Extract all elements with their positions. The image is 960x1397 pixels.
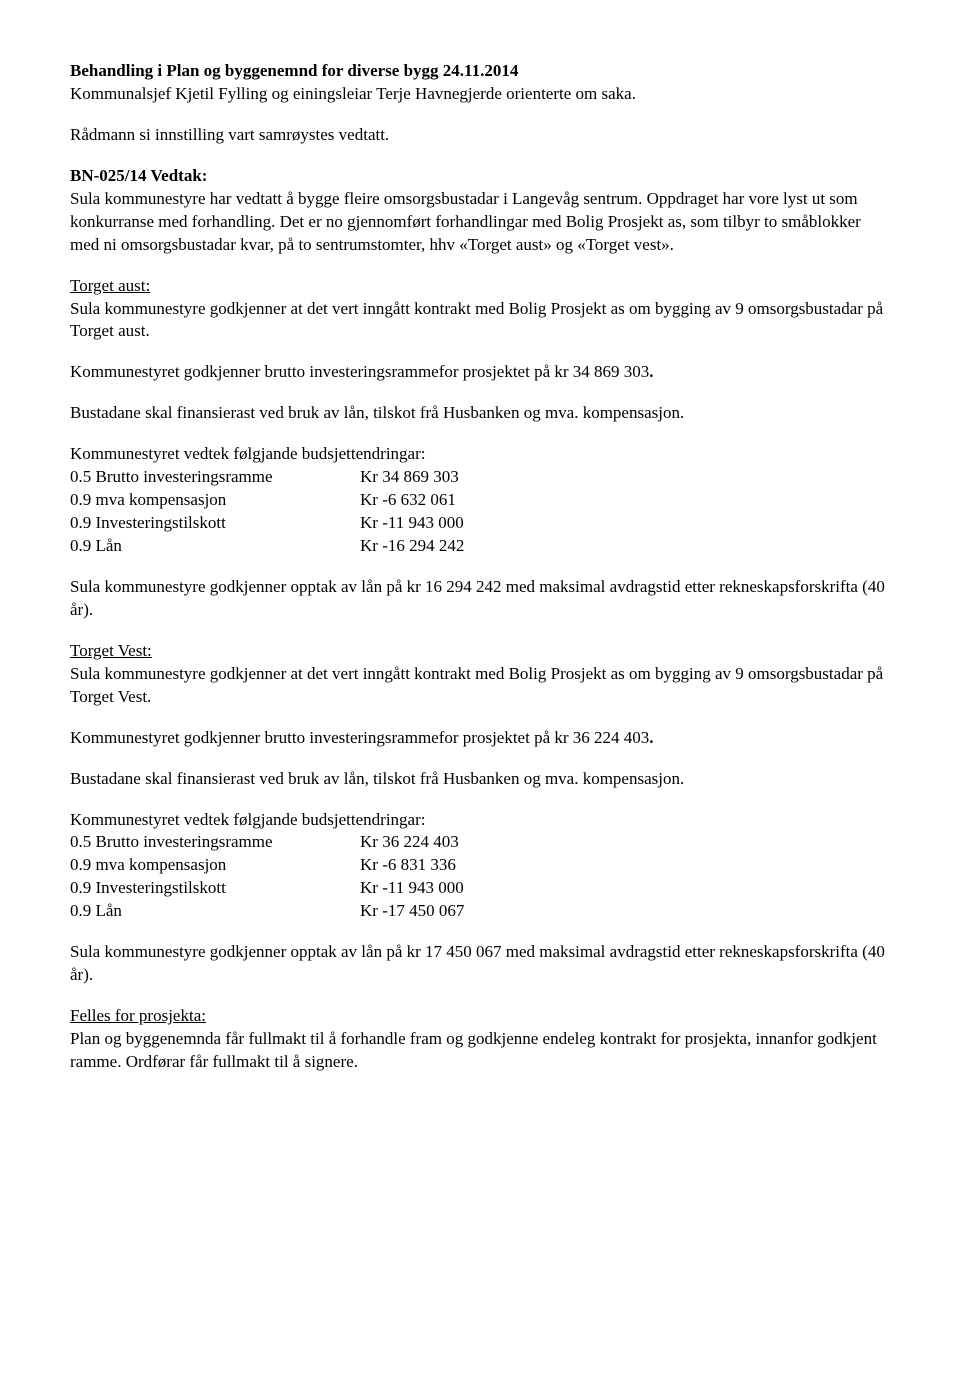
aust-title: Torget aust: (70, 276, 150, 295)
vest-table-title: Kommunestyret vedtek følgjande budsjette… (70, 809, 890, 832)
vest-title: Torget Vest: (70, 641, 152, 660)
row-label: 0.5 Brutto investeringsramme (70, 466, 360, 489)
row-label: 0.5 Brutto investeringsramme (70, 831, 360, 854)
row-value: Kr -17 450 067 (360, 900, 464, 923)
table-row: 0.5 Brutto investeringsramme Kr 36 224 4… (70, 831, 890, 854)
vest-p3: Bustadane skal finansierast ved bruk av … (70, 768, 890, 791)
vest-p2b: . (649, 728, 653, 747)
aust-budget-table: Kommunestyret vedtek følgjande budsjette… (70, 443, 890, 558)
intro-line-1: Kommunalsjef Kjetil Fylling og einingsle… (70, 84, 636, 103)
row-label: 0.9 Lån (70, 900, 360, 923)
felles-p1: Plan og byggenemnda får fullmakt til å f… (70, 1029, 877, 1071)
row-label: 0.9 Investeringstilskott (70, 512, 360, 535)
row-value: Kr 36 224 403 (360, 831, 459, 854)
row-value: Kr -11 943 000 (360, 877, 464, 900)
aust-table-title: Kommunestyret vedtek følgjande budsjette… (70, 443, 890, 466)
vedtak-body: Sula kommunestyre har vedtatt å bygge fl… (70, 189, 861, 254)
row-label: 0.9 Lån (70, 535, 360, 558)
table-row: 0.9 mva kompensasjon Kr -6 831 336 (70, 854, 890, 877)
table-row: 0.5 Brutto investeringsramme Kr 34 869 3… (70, 466, 890, 489)
vest-budget-table: Kommunestyret vedtek følgjande budsjette… (70, 809, 890, 924)
vest-p4: Sula kommunestyre godkjenner opptak av l… (70, 941, 890, 987)
page-heading: Behandling i Plan og byggenemnd for dive… (70, 61, 518, 80)
table-row: 0.9 Investeringstilskott Kr -11 943 000 (70, 512, 890, 535)
aust-p2b: . (649, 362, 653, 381)
intro-line-2: Rådmann si innstilling vart samrøystes v… (70, 124, 890, 147)
table-row: 0.9 Lån Kr -16 294 242 (70, 535, 890, 558)
row-value: Kr 34 869 303 (360, 466, 459, 489)
aust-p1: Sula kommunestyre godkjenner at det vert… (70, 299, 883, 341)
row-label: 0.9 Investeringstilskott (70, 877, 360, 900)
felles-title: Felles for prosjekta: (70, 1006, 206, 1025)
aust-p2a: Kommunestyret godkjenner brutto invester… (70, 362, 649, 381)
row-value: Kr -11 943 000 (360, 512, 464, 535)
row-label: 0.9 mva kompensasjon (70, 489, 360, 512)
row-value: Kr -6 831 336 (360, 854, 456, 877)
row-value: Kr -6 632 061 (360, 489, 456, 512)
vest-p1: Sula kommunestyre godkjenner at det vert… (70, 664, 883, 706)
table-row: 0.9 mva kompensasjon Kr -6 632 061 (70, 489, 890, 512)
vedtak-title: BN-025/14 Vedtak: (70, 166, 207, 185)
aust-p3: Bustadane skal finansierast ved bruk av … (70, 402, 890, 425)
vest-p2a: Kommunestyret godkjenner brutto invester… (70, 728, 649, 747)
aust-p4: Sula kommunestyre godkjenner opptak av l… (70, 576, 890, 622)
table-row: 0.9 Investeringstilskott Kr -11 943 000 (70, 877, 890, 900)
table-row: 0.9 Lån Kr -17 450 067 (70, 900, 890, 923)
row-label: 0.9 mva kompensasjon (70, 854, 360, 877)
row-value: Kr -16 294 242 (360, 535, 464, 558)
